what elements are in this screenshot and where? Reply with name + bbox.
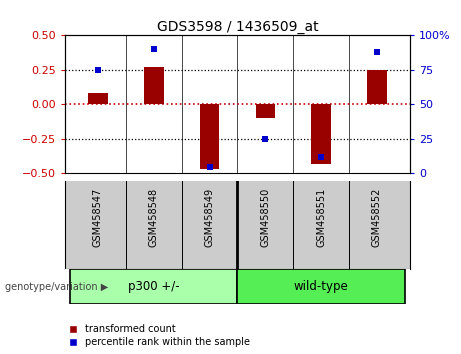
Text: GSM458552: GSM458552 [372, 188, 382, 247]
Bar [70, 269, 237, 304]
Text: GSM458548: GSM458548 [149, 188, 159, 247]
Text: genotype/variation ▶: genotype/variation ▶ [5, 282, 108, 292]
Legend: transformed count, percentile rank within the sample: transformed count, percentile rank withi… [70, 325, 250, 347]
Text: wild-type: wild-type [294, 280, 349, 293]
Text: GSM458550: GSM458550 [260, 188, 270, 247]
Bar [237, 269, 405, 304]
Bar [200, 104, 219, 169]
Text: GSM458551: GSM458551 [316, 188, 326, 247]
Bar [88, 93, 108, 104]
Text: GSM458549: GSM458549 [205, 188, 214, 247]
Text: GSM458547: GSM458547 [93, 188, 103, 247]
Bar [255, 104, 275, 118]
Bar [144, 67, 164, 104]
Text: p300 +/-: p300 +/- [128, 280, 180, 293]
Bar [311, 104, 331, 164]
Title: GDS3598 / 1436509_at: GDS3598 / 1436509_at [157, 21, 318, 34]
Bar [367, 70, 387, 104]
